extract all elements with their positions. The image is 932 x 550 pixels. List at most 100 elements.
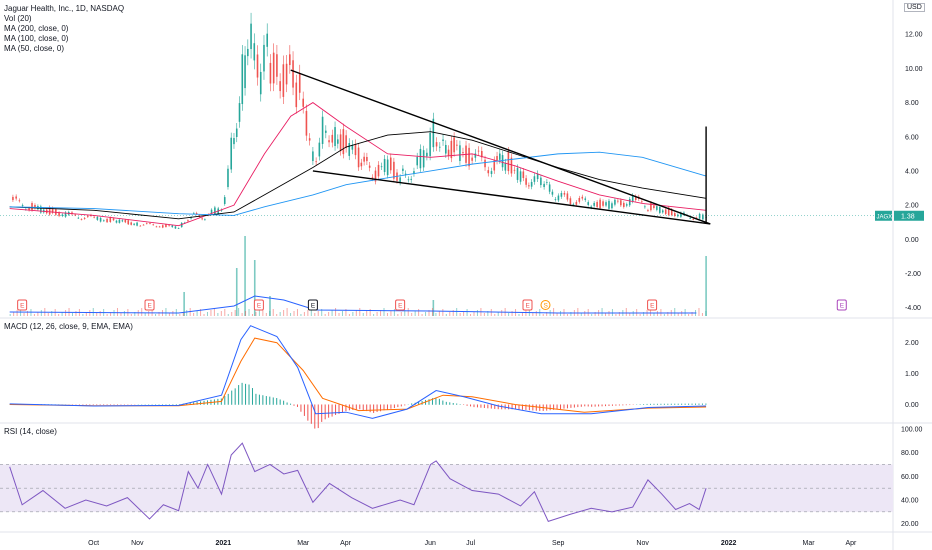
volume-bar bbox=[51, 311, 53, 316]
candle-body bbox=[695, 217, 698, 219]
volume-bar bbox=[235, 268, 238, 316]
volume-bar bbox=[528, 308, 530, 316]
candle-body bbox=[702, 214, 704, 220]
volume-bar bbox=[435, 313, 437, 316]
candle-body bbox=[659, 206, 661, 213]
volume-bar bbox=[449, 312, 451, 316]
macd-histogram-bar bbox=[328, 404, 330, 418]
candle-body bbox=[177, 228, 180, 229]
volume-bar bbox=[248, 309, 250, 316]
trendline bbox=[312, 170, 711, 225]
candle-body bbox=[404, 173, 407, 175]
candle-body bbox=[142, 224, 145, 226]
volume-bar bbox=[362, 313, 364, 316]
macd-histogram-bar bbox=[272, 397, 274, 405]
earnings-event-marker bbox=[647, 299, 658, 311]
indicator-ma200: MA (200, close, 0) bbox=[4, 24, 69, 33]
volume-bar bbox=[688, 314, 690, 316]
macd-histogram-bar bbox=[459, 404, 461, 405]
volume-bar bbox=[231, 312, 233, 316]
macd-histogram-bar bbox=[386, 404, 388, 410]
macd-histogram-bar bbox=[480, 404, 482, 408]
macd-histogram-bar bbox=[338, 404, 340, 414]
volume-bar bbox=[681, 311, 683, 316]
volume-bar bbox=[303, 312, 305, 316]
candle-body bbox=[551, 191, 554, 195]
volume-bar bbox=[393, 309, 395, 316]
candle-body bbox=[233, 138, 235, 145]
volume-bar bbox=[428, 310, 430, 316]
macd-histogram-bar bbox=[255, 393, 257, 405]
currency-label[interactable]: USD bbox=[904, 3, 925, 12]
macd-histogram-bar bbox=[684, 403, 686, 405]
volume-bar bbox=[61, 312, 63, 316]
volume-bar bbox=[217, 313, 219, 316]
macd-histogram-bar bbox=[196, 401, 198, 405]
volume-bar bbox=[182, 312, 184, 316]
volume-bar bbox=[16, 310, 18, 316]
volume-bar bbox=[594, 312, 596, 316]
candle-body bbox=[250, 23, 252, 50]
candle-body bbox=[447, 149, 450, 156]
volume-bar bbox=[698, 308, 700, 316]
rsi-line bbox=[9, 442, 707, 522]
candle-body bbox=[393, 161, 395, 179]
signal-line bbox=[9, 337, 707, 413]
volume-bar bbox=[570, 312, 572, 316]
earnings-event-marker bbox=[17, 299, 28, 311]
candle-body bbox=[31, 203, 33, 211]
volume-bar bbox=[279, 312, 281, 316]
macd-histogram-bar bbox=[701, 403, 703, 405]
candle-body bbox=[34, 204, 36, 209]
candle-body bbox=[331, 134, 334, 143]
volume-bar bbox=[667, 312, 669, 316]
volume-bar bbox=[386, 313, 388, 316]
candle-body bbox=[581, 196, 584, 199]
y-tick-label: 2.00 bbox=[905, 340, 919, 347]
candle-body bbox=[377, 164, 380, 177]
volume-bar bbox=[110, 312, 112, 316]
candle-body bbox=[74, 214, 76, 216]
candle-body bbox=[276, 54, 278, 77]
volume-bar bbox=[196, 311, 198, 316]
candle-body bbox=[504, 162, 507, 171]
volume-bar bbox=[587, 309, 589, 316]
macd-histogram-bar bbox=[265, 396, 267, 405]
candle-body bbox=[253, 43, 256, 61]
macd-histogram-bar bbox=[691, 403, 693, 405]
candle-body bbox=[312, 151, 314, 162]
volume-bar bbox=[355, 310, 357, 316]
candle-body bbox=[256, 54, 259, 78]
candle-body bbox=[692, 219, 695, 220]
macd-histogram-bar bbox=[456, 403, 458, 405]
volume-bar bbox=[234, 310, 236, 316]
candle-body bbox=[334, 127, 336, 147]
candle-body bbox=[667, 207, 670, 216]
volume-bar bbox=[241, 313, 243, 316]
macd-histogram-bar bbox=[695, 403, 697, 405]
volume-bar bbox=[9, 314, 11, 316]
candle-body bbox=[374, 170, 377, 182]
candle-body bbox=[664, 209, 667, 214]
candle-body bbox=[528, 185, 530, 187]
macd-histogram-bar bbox=[245, 383, 247, 405]
macd-histogram-bar bbox=[577, 404, 579, 408]
candle-body bbox=[578, 198, 581, 202]
x-tick-label: Apr bbox=[845, 540, 857, 547]
candle-body bbox=[40, 206, 42, 213]
volume-bar bbox=[445, 314, 447, 316]
volume-bar bbox=[172, 311, 174, 316]
macd-histogram-bar bbox=[511, 404, 513, 410]
x-tick-label: Apr bbox=[340, 540, 352, 547]
candle-body bbox=[462, 152, 464, 154]
indicator-ma50: MA (50, close, 0) bbox=[4, 44, 65, 53]
candle-body bbox=[339, 134, 342, 152]
macd-histogram-bar bbox=[528, 404, 530, 411]
volume-bar bbox=[193, 313, 195, 316]
candle-body bbox=[230, 137, 233, 170]
macd-histogram-bar bbox=[428, 399, 430, 405]
candle-body bbox=[328, 140, 330, 143]
y-tick-label: 6.00 bbox=[905, 134, 919, 141]
macd-histogram-bar bbox=[106, 404, 108, 405]
